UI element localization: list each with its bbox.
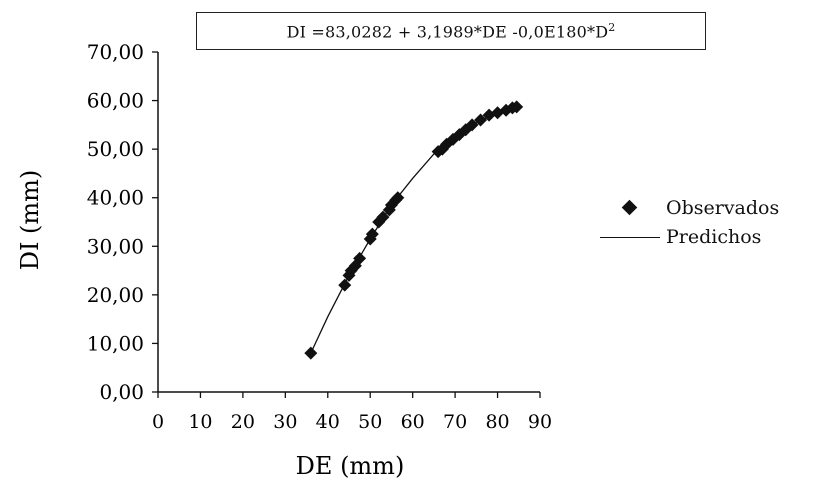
x-tick-label: 60 bbox=[401, 411, 425, 433]
chart-axes bbox=[157, 52, 540, 393]
legend-item-predichos: Predichos bbox=[596, 224, 761, 250]
predichos-series bbox=[310, 105, 519, 354]
observados-point bbox=[391, 191, 405, 205]
x-tick-label: 0 bbox=[152, 411, 164, 433]
observados-point bbox=[465, 118, 479, 132]
x-tick-label: 10 bbox=[188, 411, 212, 433]
x-axis-ticks: 0 10 20 30 40 50 60 70 80 90 bbox=[152, 392, 552, 433]
observados-point bbox=[365, 227, 379, 241]
observados-series bbox=[304, 100, 524, 360]
x-axis-label: DE (mm) bbox=[296, 452, 405, 480]
observados-point bbox=[510, 100, 524, 114]
y-tick-label: 40,00 bbox=[87, 186, 144, 210]
observados-point bbox=[353, 251, 367, 265]
regression-equation-box: DI =83,0282 + 3,1989*DE -0,0E180*D2 bbox=[196, 12, 706, 50]
observados-point bbox=[474, 113, 488, 127]
legend-label-predichos: Predichos bbox=[666, 226, 762, 248]
observados-point bbox=[338, 278, 352, 292]
x-tick-label: 40 bbox=[316, 411, 340, 433]
chart-legend: Observados Predichos bbox=[596, 192, 830, 272]
y-tick-label: 70,00 bbox=[87, 40, 144, 64]
y-tick-label: 20,00 bbox=[87, 283, 144, 307]
x-tick-label: 20 bbox=[231, 411, 255, 433]
x-tick-label: 50 bbox=[358, 411, 382, 433]
y-tick-label: 50,00 bbox=[87, 137, 144, 161]
y-tick-label: 60,00 bbox=[87, 89, 144, 113]
legend-line-marker bbox=[600, 237, 660, 238]
x-tick-label: 80 bbox=[485, 411, 509, 433]
legend-diamond-marker bbox=[621, 199, 638, 216]
observados-point bbox=[376, 210, 390, 224]
y-tick-label: 0,00 bbox=[99, 380, 144, 404]
legend-item-observados: Observados bbox=[596, 195, 779, 221]
x-tick-label: 90 bbox=[528, 411, 552, 433]
y-axis-label: DI (mm) bbox=[16, 170, 44, 271]
y-axis-ticks: 0,00 10,00 20,00 30,00 40,00 50,00 60,00 70,00 bbox=[87, 40, 158, 404]
regression-equation: DI =83,0282 + 3,1989*DE -0,0E180*D2 bbox=[286, 20, 616, 42]
legend-label-observados: Observados bbox=[666, 197, 780, 219]
x-tick-label: 70 bbox=[443, 411, 467, 433]
y-tick-label: 10,00 bbox=[87, 331, 144, 355]
predichos-line bbox=[310, 105, 519, 354]
observados-point bbox=[304, 346, 318, 360]
y-tick-label: 30,00 bbox=[87, 234, 144, 258]
x-tick-label: 30 bbox=[273, 411, 297, 433]
